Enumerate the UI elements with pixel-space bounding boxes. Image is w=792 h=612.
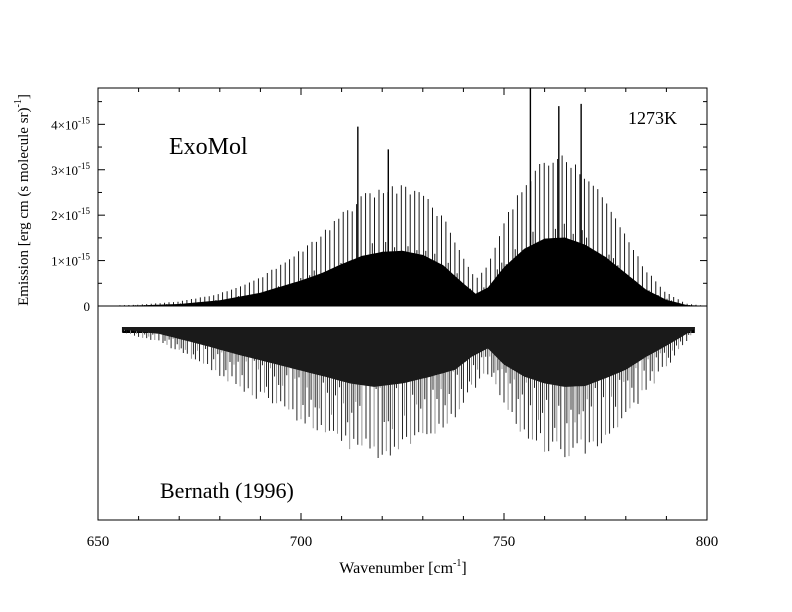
x-axis-label: Wavenumber [cm-1] <box>339 558 466 577</box>
y-tick-label: 2×10-15 <box>51 206 90 223</box>
y-axis-label: Emission [erg cm (s molecule sr)-1] <box>13 94 32 306</box>
y-tick-mantissa: 4×10 <box>51 117 78 132</box>
plot-frame <box>97 87 708 521</box>
y-tick-mantissa: 0 <box>84 299 91 314</box>
exomol-dense-band <box>102 237 703 306</box>
exomol-label: ExoMol <box>169 134 248 160</box>
bernath-dense-band <box>122 327 695 387</box>
y-axis-label-sup: -1 <box>13 99 24 107</box>
bernath-label: Bernath (1996) <box>160 478 294 503</box>
x-tick-label: 800 <box>696 534 719 550</box>
y-tick-exponent: -15 <box>78 252 90 262</box>
x-axis-label-end: ] <box>461 560 466 577</box>
y-tick-mantissa: 1×10 <box>51 254 78 269</box>
x-axis-ticks: 650 700 750 800 <box>87 88 719 550</box>
y-axis-label-end: ] <box>16 94 32 99</box>
x-axis-label-text: Wavenumber [cm <box>339 560 453 577</box>
exomol-spectrum <box>101 88 704 306</box>
y-tick-mantissa: 2×10 <box>51 208 78 223</box>
y-tick-mantissa: 3×10 <box>51 163 78 178</box>
x-axis-label-sup: -1 <box>453 558 461 569</box>
x-tick-label: 650 <box>87 534 110 550</box>
y-tick-exponent: -15 <box>78 161 90 171</box>
y-tick-label: 1×10-15 <box>51 252 90 269</box>
bernath-spectrum <box>121 327 695 458</box>
y-axis-label-text: Emission [erg cm (s molecule sr) <box>16 107 32 305</box>
y-tick-label: 4×10-15 <box>51 115 90 132</box>
y-axis-ticks: 01×10-152×10-153×10-154×10-15 <box>51 101 707 314</box>
y-tick-exponent: -15 <box>78 206 90 216</box>
temperature-annotation: 1273K <box>628 108 677 128</box>
y-tick-label: 0 <box>84 299 91 314</box>
y-tick-exponent: -15 <box>78 115 90 125</box>
x-tick-label: 700 <box>290 534 313 550</box>
x-tick-label: 750 <box>493 534 516 550</box>
y-tick-label: 3×10-15 <box>51 161 90 178</box>
